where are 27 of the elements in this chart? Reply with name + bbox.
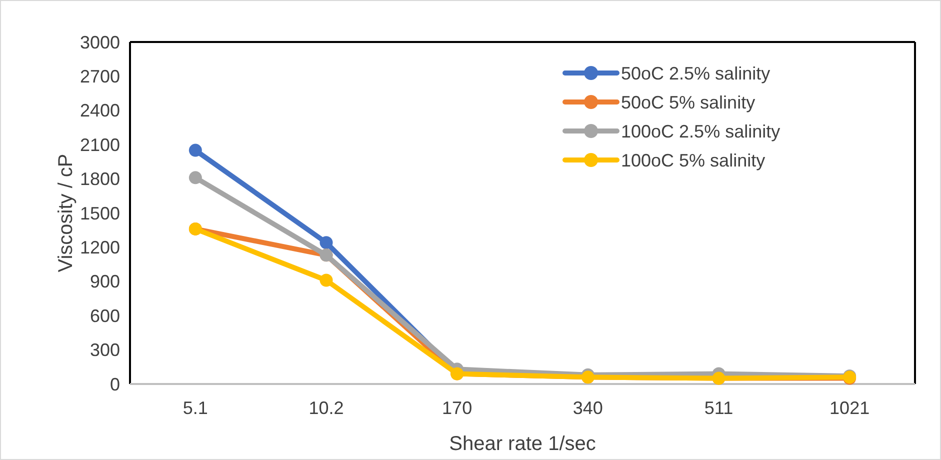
y-axis-title: Viscosity / cP <box>55 154 77 272</box>
legend-label: 100oC 5% salinity <box>621 150 766 170</box>
y-tick-label: 0 <box>110 374 120 394</box>
x-tick-label: 170 <box>442 398 472 418</box>
legend-label: 50oC 2.5% salinity <box>621 63 770 84</box>
y-tick-label: 2700 <box>80 66 120 86</box>
legend-label: 100oC 2.5% salinity <box>621 121 780 142</box>
point <box>320 274 333 287</box>
y-tick-label: 2100 <box>80 134 120 155</box>
x-tick-label: 340 <box>572 398 603 418</box>
y-tick-label: 1500 <box>80 203 120 224</box>
x-tick-label: 511 <box>704 398 734 418</box>
y-tick-label: 1800 <box>80 169 120 190</box>
y-tick-label: 600 <box>90 306 120 326</box>
x-tick-label: 5.1 <box>182 398 208 418</box>
y-tick-label: 900 <box>90 272 120 292</box>
y-tick-label: 1200 <box>80 238 120 258</box>
x-axis-title: Shear rate 1/sec <box>449 433 596 455</box>
point <box>188 171 202 184</box>
legend-label: 50oC 5% salinity <box>621 92 756 112</box>
y-tick-label: 300 <box>90 340 120 360</box>
x-tick-label: 1021 <box>830 398 870 418</box>
y-tick-label: 2400 <box>80 100 120 121</box>
point <box>188 144 202 157</box>
y-tick-label: 3000 <box>80 32 120 52</box>
x-tick-label: 10.2 <box>308 398 344 418</box>
point <box>320 236 333 250</box>
